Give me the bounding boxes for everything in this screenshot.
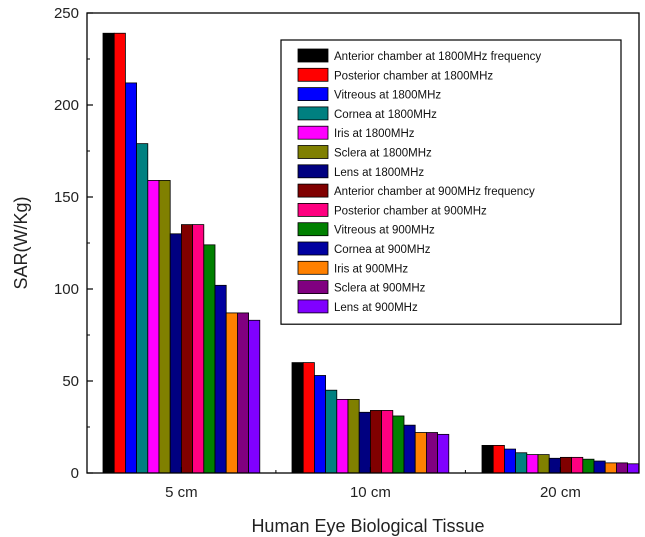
legend-label: Iris at 1800MHz bbox=[334, 128, 415, 140]
legend-label: Iris at 900MHz bbox=[334, 263, 408, 275]
legend-label: Cornea at 900MHz bbox=[334, 244, 431, 256]
x-axis: 5 cm 10 cm 20 cm bbox=[165, 467, 581, 501]
bar bbox=[214, 284, 227, 474]
legend-label: Lens at 1800MHz bbox=[334, 167, 424, 179]
bar bbox=[515, 452, 528, 474]
bar bbox=[616, 462, 629, 474]
y-tick-label: 0 bbox=[71, 465, 79, 482]
bar bbox=[593, 460, 606, 474]
legend-swatch bbox=[297, 260, 329, 275]
legend-label: Posterior chamber at 1800MHz bbox=[334, 70, 493, 82]
bar bbox=[147, 180, 160, 474]
bar bbox=[526, 454, 539, 474]
y-tick-label: 150 bbox=[54, 189, 79, 206]
bar bbox=[481, 444, 494, 474]
bar bbox=[180, 224, 193, 474]
bar bbox=[248, 319, 261, 474]
bar bbox=[203, 244, 216, 474]
bar bbox=[571, 456, 584, 474]
legend-swatch bbox=[297, 145, 329, 159]
bar bbox=[136, 143, 149, 474]
legend-swatch bbox=[297, 164, 329, 179]
bar bbox=[113, 32, 126, 474]
legend-label: Sclera at 1800MHz bbox=[334, 148, 432, 160]
legend-swatch bbox=[297, 106, 329, 121]
y-tick-label: 200 bbox=[54, 97, 79, 114]
legend-swatch bbox=[297, 87, 329, 101]
legend-label: Vitreous at 1800MHz bbox=[334, 90, 441, 102]
bar bbox=[358, 411, 371, 474]
y-axis-title: SAR(W/Kg) bbox=[11, 196, 31, 289]
bar bbox=[192, 224, 205, 474]
x-tick-label: 5 cm bbox=[165, 484, 198, 501]
bar bbox=[158, 180, 171, 474]
bar bbox=[347, 398, 360, 474]
legend-swatch bbox=[297, 280, 329, 295]
legend-label: Posterior chamber at 900MHz bbox=[334, 205, 487, 217]
bar bbox=[236, 312, 249, 474]
legend-label: Anterior chamber at 1800MHz frequency bbox=[334, 51, 541, 63]
bar bbox=[548, 457, 561, 474]
bar bbox=[503, 448, 516, 474]
bar bbox=[169, 233, 182, 474]
bar bbox=[437, 433, 450, 474]
bar bbox=[225, 312, 238, 474]
legend-label: Lens at 900MHz bbox=[334, 302, 418, 314]
bar bbox=[369, 410, 382, 474]
bar bbox=[381, 410, 394, 474]
legend-label: Anterior chamber at 900MHz frequency bbox=[334, 186, 535, 198]
legend-swatch bbox=[297, 125, 329, 140]
legend-swatch bbox=[297, 48, 329, 63]
bar bbox=[627, 463, 640, 474]
bar bbox=[582, 458, 595, 474]
bar bbox=[425, 432, 438, 474]
legend-swatch bbox=[297, 241, 329, 256]
legend-box bbox=[280, 39, 622, 325]
bar bbox=[414, 432, 427, 474]
bar bbox=[560, 456, 573, 474]
legend-swatch bbox=[297, 67, 329, 82]
x-tick-label: 10 cm bbox=[350, 484, 391, 501]
legend-swatch bbox=[297, 183, 329, 198]
x-axis-title: Human Eye Biological Tissue bbox=[251, 516, 484, 536]
bar bbox=[125, 82, 138, 474]
legend-label: Vitreous at 900MHz bbox=[334, 225, 435, 237]
legend-swatch bbox=[297, 202, 329, 217]
legend-label: Sclera at 900MHz bbox=[334, 283, 426, 295]
x-tick-label: 20 cm bbox=[540, 484, 581, 501]
legend-swatch bbox=[297, 299, 329, 314]
bar bbox=[302, 362, 315, 474]
bar bbox=[102, 32, 115, 474]
legend-label: Cornea at 1800MHz bbox=[334, 109, 437, 121]
bar bbox=[291, 362, 304, 474]
y-tick-label: 100 bbox=[54, 281, 79, 298]
bar bbox=[403, 424, 416, 474]
bar bbox=[325, 389, 338, 474]
bars-group bbox=[102, 32, 640, 474]
bar bbox=[336, 398, 349, 474]
bar bbox=[313, 375, 326, 474]
legend: Anterior chamber at 1800MHz frequency Pos… bbox=[280, 39, 622, 325]
y-tick-label: 50 bbox=[62, 373, 79, 390]
legend-swatch bbox=[297, 222, 329, 237]
bar bbox=[392, 415, 405, 474]
y-axis: 0 50 100 150 200 250 bbox=[54, 5, 93, 482]
bar bbox=[492, 444, 505, 474]
y-tick-label: 250 bbox=[54, 5, 79, 22]
bar bbox=[604, 462, 617, 474]
bar bbox=[537, 454, 550, 474]
